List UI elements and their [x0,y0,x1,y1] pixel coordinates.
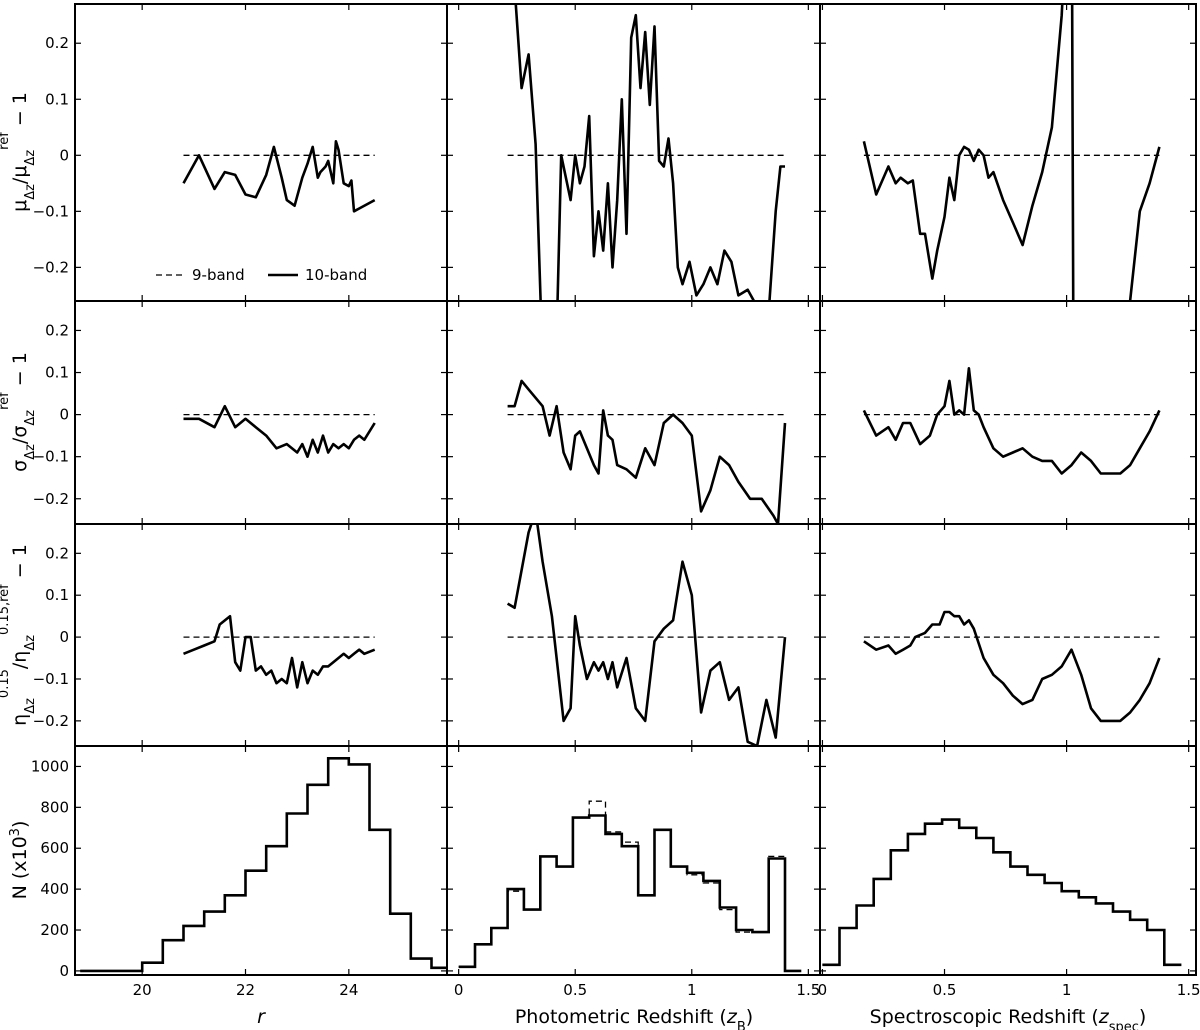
y-tick-label: −0.2 [33,258,69,276]
series-10-band-line [863,610,1161,723]
x-tick-label: 22 [236,981,255,999]
y-tick-label: −0.1 [33,448,69,466]
plot-area [183,614,376,689]
plot-area [862,4,1161,301]
series-10-band-line [514,4,785,301]
plot-area [507,4,785,301]
plot-area [182,140,376,213]
histogram-10-band [80,757,447,973]
x-tick-label: 0.5 [933,981,957,999]
x-axis-label-spectroscopic-redshift: Spectroscopic Redshift (zspec) [870,1006,1147,1030]
y-tick-label: 600 [40,839,69,857]
series-10-band-line [182,140,376,213]
plot-area [458,800,802,973]
plot-area [80,757,447,973]
panel-r2-c0: −0.2 −0.1 0 0.1 0.2 [33,523,448,747]
x-tick-label: 0.5 [563,981,587,999]
y-tick-label: 0 [59,146,69,164]
panel-grid: −0.2−0.100.10.2−0.2−0.100.10.2−0.2−0.100… [31,3,1200,999]
plot-area [863,610,1161,723]
x-tick-label: 0 [454,981,464,999]
y-tick-label: 0.1 [45,364,69,382]
x-tick-label: 0 [818,981,828,999]
series-10-band-line [183,614,376,689]
x-tick-label: 1 [687,981,697,999]
x-tick-label: 1.5 [1177,981,1200,999]
y-tick-label: 0.2 [45,34,69,52]
histogram-10-band [458,814,802,973]
legend: 9-band 10-band [156,266,367,284]
x-tick-label: 20 [133,981,152,999]
y-tick-label: 0 [59,406,69,424]
panel-r1-c2 [819,300,1197,525]
legend-label-9-band: 9-band [192,266,245,284]
x-tick-label: 24 [339,981,358,999]
series-10-band-line [506,524,787,746]
y-tick-label: 1000 [31,757,69,775]
series-10-band-line [862,366,1161,475]
y-tick-label: 0.2 [45,544,69,562]
series-10-band-line [183,404,376,459]
series-10-band-line [862,4,1161,301]
histogram-9-band [458,800,802,972]
y-tick-label: 400 [40,880,69,898]
y-tick-label: 0 [59,962,69,980]
x-tick-label: 1 [1062,981,1072,999]
y-tick-label: 800 [40,798,69,816]
plot-area [862,366,1161,475]
x-axis-label-r: r [257,1006,266,1028]
y-tick-label: 0.2 [45,321,69,339]
histogram-10-band [822,818,1182,967]
y-tick-label: 0.1 [45,90,69,108]
plot-area [506,524,787,746]
y-tick-label: 0 [59,628,69,646]
plot-area [822,818,1182,967]
y-axis-label: N (x103) [8,821,32,900]
y-tick-label: 200 [40,921,69,939]
x-axis-labels: r Photometric Redshift (zB) Spectroscopic … [257,1006,1146,1030]
y-tick-label: −0.2 [33,490,69,508]
x-tick-label: 1.5 [796,981,820,999]
plot-area [507,379,787,524]
x-axis-label-photometric-redshift: Photometric Redshift (zB) [515,1006,753,1030]
panel-frame [819,745,1197,976]
y-tick-label: −0.2 [33,712,69,730]
legend-label-10-band: 10-band [305,266,367,284]
y-tick-label: −0.1 [33,670,69,688]
y-tick-label: −0.1 [33,202,69,220]
panel-r3-c2: 0 0.5 1 1.5 [818,745,1200,999]
plot-area [183,404,376,459]
y-tick-label: 0.1 [45,586,69,604]
series-10-band-line [507,379,787,524]
